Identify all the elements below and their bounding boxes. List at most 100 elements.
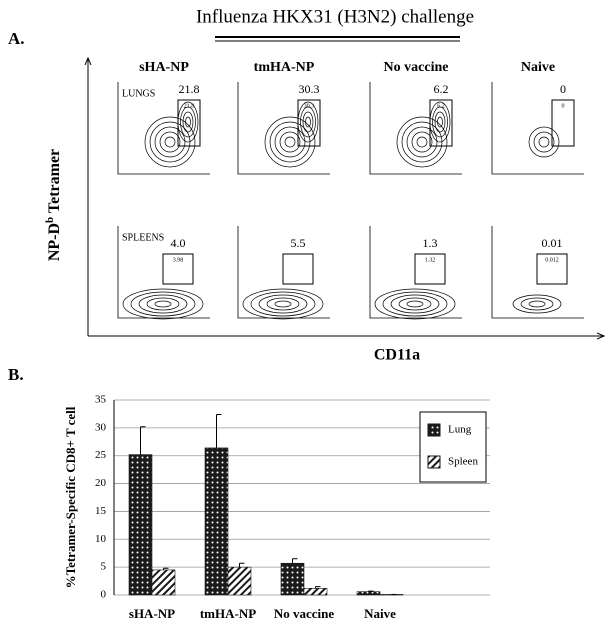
bar [204, 447, 229, 596]
gate [536, 253, 568, 285]
gate-percent-small: 1.32 [425, 257, 436, 263]
column-header: No vaccine [384, 60, 449, 75]
contour [138, 294, 188, 314]
x-tick-label: sHA-NP [129, 606, 175, 621]
panel-label: B. [8, 365, 24, 384]
contour [279, 131, 301, 153]
x-tick-label: tmHA-NP [200, 606, 256, 621]
error-bar [315, 586, 321, 589]
column-header: Naive [521, 60, 555, 75]
bar [227, 566, 252, 596]
gate [414, 253, 446, 285]
y-tick-label: 25 [95, 449, 107, 461]
contour [406, 300, 424, 308]
contour [284, 136, 296, 148]
gate [429, 99, 453, 147]
y-tick-label: 20 [95, 477, 107, 489]
contour [146, 297, 180, 311]
contour [374, 288, 456, 320]
column-header: sHA-NP [139, 60, 189, 75]
gate-percent: 0.01 [542, 236, 563, 250]
contour [274, 126, 306, 158]
contour [432, 106, 448, 138]
gate-percent: 5.5 [291, 236, 306, 250]
contour [533, 131, 555, 153]
x-axis-label: CD11a [374, 347, 420, 364]
gate-percent-small: 0 [562, 103, 565, 109]
contour [250, 291, 316, 317]
x-tick-label: No vaccine [274, 606, 335, 621]
contour [398, 297, 432, 311]
contour [266, 297, 300, 311]
plot-axes [117, 82, 210, 175]
error-bar [163, 567, 169, 570]
plot-axes [237, 226, 330, 319]
contour [122, 288, 204, 320]
legend-box [419, 411, 487, 483]
row-label: SPLEENS [122, 232, 164, 243]
gate [297, 99, 321, 147]
contour [182, 111, 194, 133]
legend-label: Lung [448, 424, 472, 436]
legend-swatch [427, 455, 441, 469]
panel-title: Influenza HKX31 (H3N2) challenge [196, 6, 474, 27]
contour [164, 136, 176, 148]
gate-percent-small: 3.98 [173, 257, 184, 263]
legend-label: Spleen [448, 456, 478, 468]
bar [356, 591, 381, 596]
contour [538, 136, 550, 148]
contour [274, 300, 292, 308]
contour [144, 116, 196, 168]
y-tick-label: 0 [101, 589, 107, 601]
plot-axes [237, 82, 330, 175]
plot-axes [491, 82, 584, 175]
y-axis-label: %Tetramer-Specific CD8+ T cell [63, 406, 78, 588]
row-label: LUNGS [122, 88, 155, 99]
contour [437, 116, 443, 128]
contour [154, 126, 186, 158]
contour [264, 116, 316, 168]
contour [258, 294, 308, 314]
gate-percent: 0 [560, 82, 566, 96]
contour [528, 126, 560, 158]
error-bar [292, 558, 298, 564]
contour [159, 131, 181, 153]
x-tick-label: Naive [364, 606, 396, 621]
contour [242, 288, 324, 320]
contour [396, 116, 448, 168]
contour [154, 300, 172, 308]
error-bar [216, 413, 222, 448]
gate-percent: 4.0 [171, 236, 186, 250]
gate-percent: 1.3 [423, 236, 438, 250]
gate [177, 99, 201, 147]
contour [180, 106, 196, 138]
gate-percent-small: 6.2 [437, 103, 445, 109]
gate-percent: 6.2 [434, 82, 449, 96]
plot-axes [491, 226, 584, 319]
y-tick-label: 10 [95, 533, 107, 545]
gate [551, 99, 575, 147]
contour [411, 131, 433, 153]
plot-axes [369, 82, 462, 175]
y-tick-label: 35 [95, 394, 107, 406]
column-header: tmHA-NP [254, 60, 315, 75]
gate-percent: 30.3 [299, 82, 320, 96]
bar [128, 454, 153, 596]
bar [151, 569, 176, 596]
gate-percent: 21.8 [179, 82, 200, 96]
contour [512, 294, 562, 314]
gate-percent-small: 30.3 [304, 103, 315, 109]
contour [390, 294, 440, 314]
error-bar [239, 562, 245, 568]
panel-label: A. [8, 29, 25, 48]
contour [382, 291, 448, 317]
contour [520, 297, 554, 311]
contour [305, 116, 311, 128]
contour [406, 126, 438, 158]
y-tick-label: 30 [95, 421, 107, 433]
contour [300, 106, 316, 138]
gate [162, 253, 194, 285]
gate [282, 253, 314, 285]
y-tick-label: 15 [95, 505, 107, 517]
